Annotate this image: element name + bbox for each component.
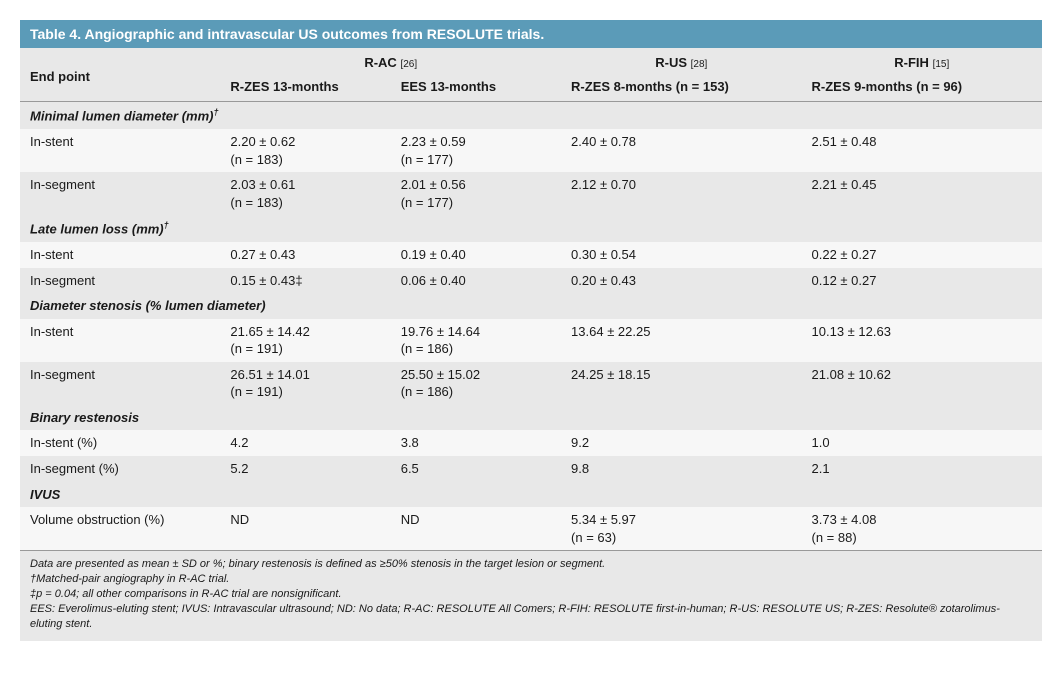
- section-header: Binary restenosis: [20, 405, 1042, 431]
- cell-value: 5.34 ± 5.97(n = 63): [561, 507, 801, 550]
- row-label: Volume obstruction (%): [20, 507, 220, 550]
- section-header: Diameter stenosis (% lumen diameter): [20, 293, 1042, 319]
- row-label: In-segment: [20, 362, 220, 405]
- row-label: In-stent: [20, 129, 220, 172]
- cell-value: 2.21 ± 0.45: [802, 172, 1042, 215]
- cell-value: 21.08 ± 10.62: [802, 362, 1042, 405]
- table-row: In-segment26.51 ± 14.01(n = 191)25.50 ± …: [20, 362, 1042, 405]
- study-header-rac-rzes: R-ZES 13-months: [220, 74, 390, 102]
- group-header-rfih: R-FIH [15]: [802, 48, 1042, 74]
- group-label-rac: R-AC: [364, 55, 397, 70]
- cell-value: 0.27 ± 0.43: [220, 242, 390, 268]
- cell-value: 24.25 ± 18.15: [561, 362, 801, 405]
- cell-value: 0.20 ± 0.43: [561, 268, 801, 294]
- cell-value: 2.01 ± 0.56(n = 177): [391, 172, 561, 215]
- study-header-rfih: R-ZES 9-months (n = 96): [802, 74, 1042, 102]
- table-row: In-segment (%)5.26.59.82.1: [20, 456, 1042, 482]
- table-row: In-segment2.03 ± 0.61(n = 183)2.01 ± 0.5…: [20, 172, 1042, 215]
- study-header-rus: R-ZES 8-months (n = 153): [561, 74, 801, 102]
- group-header-rac: R-AC [26]: [220, 48, 561, 74]
- group-label-rus: R-US: [655, 55, 687, 70]
- table-row: In-stent0.27 ± 0.430.19 ± 0.400.30 ± 0.5…: [20, 242, 1042, 268]
- cell-value: 2.20 ± 0.62(n = 183): [220, 129, 390, 172]
- cell-value: 4.2: [220, 430, 390, 456]
- cell-value: 0.12 ± 0.27: [802, 268, 1042, 294]
- table-body: Minimal lumen diameter (mm)†In-stent2.20…: [20, 102, 1042, 551]
- table-title: Table 4. Angiographic and intravascular …: [20, 20, 1042, 48]
- cell-value: 9.2: [561, 430, 801, 456]
- section-header: IVUS: [20, 482, 1042, 508]
- cell-value: 0.22 ± 0.27: [802, 242, 1042, 268]
- cell-value: 0.06 ± 0.40: [391, 268, 561, 294]
- footnote-line: †Matched-pair angiography in R-AC trial.: [30, 572, 1032, 587]
- table-container: Table 4. Angiographic and intravascular …: [20, 20, 1042, 641]
- cell-value: 9.8: [561, 456, 801, 482]
- cell-value: 13.64 ± 22.25: [561, 319, 801, 362]
- cell-value: 5.2: [220, 456, 390, 482]
- cell-value: 1.0: [802, 430, 1042, 456]
- cell-value: 2.03 ± 0.61(n = 183): [220, 172, 390, 215]
- cell-value: 0.19 ± 0.40: [391, 242, 561, 268]
- table-row: Volume obstruction (%)NDND5.34 ± 5.97(n …: [20, 507, 1042, 550]
- cell-value: 25.50 ± 15.02(n = 186): [391, 362, 561, 405]
- table-row: In-stent21.65 ± 14.42(n = 191)19.76 ± 14…: [20, 319, 1042, 362]
- section-header: Minimal lumen diameter (mm)†: [20, 102, 1042, 129]
- row-label: In-segment (%): [20, 456, 220, 482]
- cell-value: 2.40 ± 0.78: [561, 129, 801, 172]
- cell-value: 6.5: [391, 456, 561, 482]
- table-row: In-stent2.20 ± 0.62(n = 183)2.23 ± 0.59(…: [20, 129, 1042, 172]
- group-ref-rus: [28]: [691, 59, 708, 70]
- cell-value: 2.23 ± 0.59(n = 177): [391, 129, 561, 172]
- cell-value: ND: [220, 507, 390, 550]
- cell-value: 19.76 ± 14.64(n = 186): [391, 319, 561, 362]
- row-label: In-stent: [20, 319, 220, 362]
- row-label: In-stent (%): [20, 430, 220, 456]
- footnote-line: ‡p = 0.04; all other comparisons in R-AC…: [30, 587, 1032, 602]
- cell-value: 2.12 ± 0.70: [561, 172, 801, 215]
- row-label: In-segment: [20, 268, 220, 294]
- outcomes-table: End point R-AC [26] R-US [28] R-FIH [15]…: [20, 48, 1042, 550]
- cell-value: 0.30 ± 0.54: [561, 242, 801, 268]
- table-row: In-segment0.15 ± 0.43‡0.06 ± 0.400.20 ± …: [20, 268, 1042, 294]
- row-label: In-stent: [20, 242, 220, 268]
- table-footnotes: Data are presented as mean ± SD or %; bi…: [20, 550, 1042, 641]
- table-row: In-stent (%)4.23.89.21.0: [20, 430, 1042, 456]
- footnote-line: EES: Everolimus-eluting stent; IVUS: Int…: [30, 602, 1032, 632]
- cell-value: ND: [391, 507, 561, 550]
- footnote-line: Data are presented as mean ± SD or %; bi…: [30, 557, 1032, 572]
- cell-value: 10.13 ± 12.63: [802, 319, 1042, 362]
- group-ref-rac: [26]: [400, 59, 417, 70]
- cell-value: 2.51 ± 0.48: [802, 129, 1042, 172]
- cell-value: 2.1: [802, 456, 1042, 482]
- endpoint-header: End point: [20, 48, 220, 102]
- cell-value: 26.51 ± 14.01(n = 191): [220, 362, 390, 405]
- row-label: In-segment: [20, 172, 220, 215]
- section-header: Late lumen loss (mm)†: [20, 215, 1042, 242]
- cell-value: 21.65 ± 14.42(n = 191): [220, 319, 390, 362]
- group-header-rus: R-US [28]: [561, 48, 801, 74]
- cell-value: 3.8: [391, 430, 561, 456]
- group-label-rfih: R-FIH: [894, 55, 929, 70]
- cell-value: 0.15 ± 0.43‡: [220, 268, 390, 294]
- study-header-rac-ees: EES 13-months: [391, 74, 561, 102]
- cell-value: 3.73 ± 4.08(n = 88): [802, 507, 1042, 550]
- group-ref-rfih: [15]: [933, 59, 950, 70]
